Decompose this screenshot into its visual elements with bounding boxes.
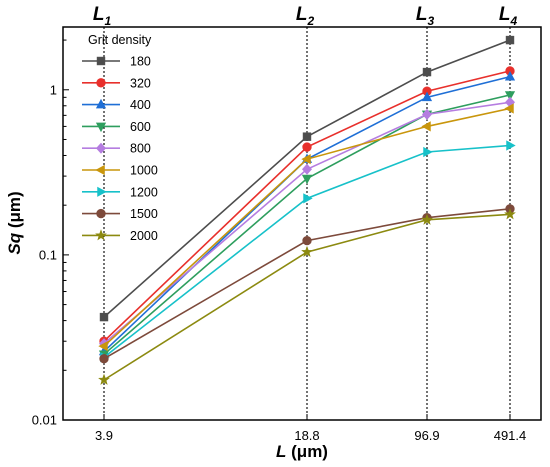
data-point	[504, 91, 516, 101]
series-line-320	[103, 70, 511, 342]
series-1500	[99, 204, 515, 364]
y-axis: 0.01 0.1 1	[32, 39, 69, 428]
reference-label-sub: 3	[427, 14, 434, 28]
legend-swatch-marker	[96, 208, 106, 219]
legend-item: 320	[82, 76, 151, 90]
reference-label-letter: L	[499, 4, 511, 25]
y-tick-label: 0.01	[32, 413, 57, 428]
legend-item: 1500	[82, 207, 158, 221]
x-axis-title-unit: (μm)	[286, 442, 328, 461]
y-tick-label: 0.1	[39, 247, 57, 262]
x-axis: 3.9 18.8 96.9 491.4	[95, 414, 526, 443]
y-axis-title: Sq (μm)	[5, 191, 24, 254]
legend-item: 180	[82, 55, 151, 69]
series-line-1200	[103, 144, 511, 358]
legend-item: 1000	[82, 164, 158, 178]
data-point	[504, 103, 514, 114]
legend-label: 400	[130, 98, 151, 112]
reference-label-3: L4	[499, 4, 518, 28]
reference-label-2: L3	[416, 4, 435, 28]
legend-label: 180	[130, 55, 151, 69]
data-point	[99, 312, 109, 322]
reference-label-letter: L	[93, 4, 105, 25]
data-point	[302, 235, 312, 246]
series-2000	[98, 208, 516, 385]
data-point	[301, 245, 313, 258]
legend-label: 600	[130, 120, 151, 134]
data-point	[98, 341, 108, 352]
legend-label: 1500	[130, 207, 158, 221]
reference-label-sub: 4	[509, 14, 517, 28]
series-group	[98, 35, 516, 385]
y-axis-title-var: Sq	[5, 232, 24, 254]
data-point	[506, 140, 516, 151]
data-point	[421, 213, 433, 225]
reference-label-letter: L	[296, 4, 308, 25]
legend-swatch-marker	[95, 98, 107, 109]
data-point	[303, 193, 313, 204]
data-point	[505, 35, 515, 45]
series-800	[98, 96, 516, 350]
data-point	[421, 108, 433, 120]
legend-swatch-marker	[95, 164, 105, 176]
series-180	[99, 35, 515, 322]
reference-label-sub: 1	[104, 14, 111, 28]
series-line-800	[103, 101, 511, 345]
series-line-2000	[103, 213, 511, 381]
reference-label-sub: 2	[306, 14, 314, 28]
reference-label-letter: L	[416, 4, 428, 25]
x-axis-title-var: L	[276, 442, 286, 461]
series-line-1500	[103, 208, 511, 360]
data-point	[504, 71, 516, 81]
legend-label: 1200	[130, 185, 158, 199]
legend-item: 400	[82, 98, 151, 112]
data-point	[422, 67, 432, 77]
data-point	[421, 121, 431, 132]
x-tick-label: 3.9	[95, 428, 113, 443]
reference-labels: L1 L2 L3 L4	[93, 4, 518, 28]
legend-item: 1200	[82, 185, 158, 199]
data-point	[98, 373, 110, 385]
data-point	[423, 146, 433, 158]
data-point	[302, 142, 312, 152]
plot-frame	[62, 26, 542, 421]
legend-swatch-marker	[96, 56, 106, 66]
y-tick-label: 1	[50, 82, 57, 97]
data-point	[301, 154, 311, 165]
legend: Grit density 180 320 400 600 800 1000 1200 1500 2…	[82, 33, 158, 243]
data-point	[99, 354, 109, 364]
data-point	[302, 132, 312, 141]
series-line-400	[103, 75, 511, 353]
x-axis-title: L (μm)	[276, 442, 328, 461]
data-point	[301, 174, 313, 185]
legend-title: Grit density	[88, 33, 152, 47]
legend-swatch-marker	[95, 229, 107, 241]
legend-swatch-marker	[95, 142, 107, 154]
y-axis-title-unit: (μm)	[5, 191, 24, 233]
legend-swatch-marker	[97, 186, 107, 197]
legend-label: 1000	[130, 164, 158, 178]
legend-label: 320	[130, 76, 151, 90]
reference-label-0: L1	[93, 4, 112, 28]
series-line-600	[103, 94, 511, 355]
data-point	[421, 91, 433, 102]
series-320	[99, 66, 515, 346]
x-tick-label: 18.8	[294, 428, 319, 443]
series-line-1000	[103, 107, 511, 347]
legend-swatch-marker	[95, 122, 107, 133]
data-point	[504, 208, 516, 220]
series-line-180	[103, 39, 511, 318]
legend-swatch-marker	[96, 78, 106, 88]
data-point	[301, 163, 313, 175]
reference-label-1: L2	[296, 4, 315, 28]
legend-label: 800	[130, 142, 151, 156]
legend-label: 2000	[130, 229, 158, 243]
x-tick-label: 491.4	[494, 428, 527, 443]
series-1000	[98, 103, 514, 352]
x-tick-label: 96.9	[414, 428, 439, 443]
legend-item: 800	[82, 142, 151, 156]
legend-item: 2000	[82, 229, 158, 243]
legend-item: 600	[82, 120, 151, 134]
